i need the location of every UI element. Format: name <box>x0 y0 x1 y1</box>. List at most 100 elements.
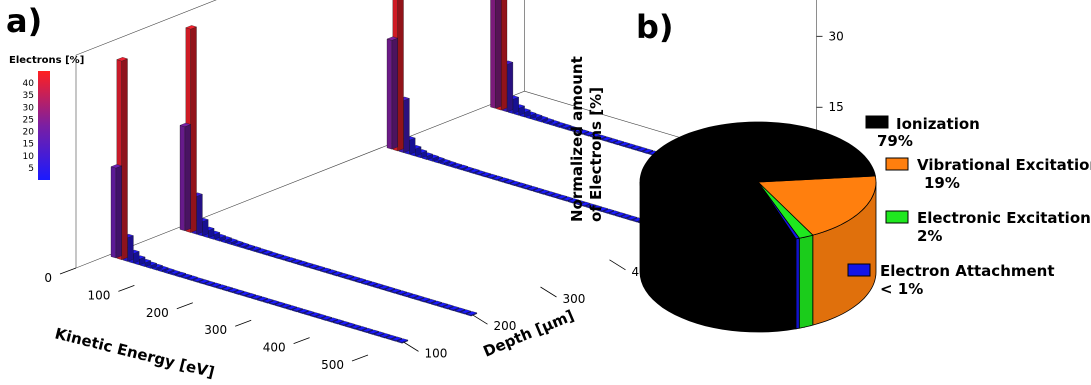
colorbar-tick-label: 25 <box>23 115 34 125</box>
bar-d500-e330 <box>573 200 586 206</box>
chart-3d-pie: Ionization 79% Vibrational Excitation 19… <box>639 115 1091 333</box>
colorbar-tick-label: 30 <box>23 103 35 113</box>
bar-front-face <box>386 38 393 150</box>
legend-label-electronic: Electronic Excitation <box>917 209 1091 227</box>
bar-d100-e320 <box>291 307 304 313</box>
bar-d650-e210 <box>606 138 619 144</box>
x-tick-label: 400 <box>263 341 286 355</box>
bar-d200-e190 <box>284 257 297 263</box>
bar-d650-e160 <box>577 129 590 135</box>
legend-pct-attachment: < 1% <box>880 280 923 298</box>
y-tick-mark <box>609 259 626 271</box>
bar-d500-e290 <box>550 193 562 199</box>
pie-side-electron-attachment <box>795 237 800 330</box>
bar-d100-e500 <box>396 338 409 344</box>
bar-d200-e250 <box>319 267 332 273</box>
legend-label-ionization: Ionization <box>896 115 980 133</box>
pie-slice-electronic-excitation <box>757 181 814 239</box>
z-axis-label-line1: Normalized amount <box>568 56 586 222</box>
y-tick-label: 100 <box>425 346 448 360</box>
bar-d100-e90 <box>157 266 169 273</box>
bar-d100-e400 <box>338 321 350 327</box>
colorbar-tick-label: 5 <box>28 164 34 174</box>
z-axis-label-line2: of Electrons [%] <box>587 87 605 222</box>
bar-d200-e390 <box>401 292 414 298</box>
bar-d100-e100 <box>163 268 175 274</box>
pie-layer <box>639 121 877 333</box>
y-tick-mark <box>402 341 419 352</box>
bar-side-face <box>512 96 519 114</box>
bar-side-face <box>184 124 191 232</box>
bar-d200-e210 <box>296 260 308 266</box>
bar-d500-e300 <box>555 194 568 200</box>
bar-side-face <box>403 98 410 153</box>
bar-side-face <box>127 235 134 262</box>
bar-d200-e440 <box>430 300 443 306</box>
bar-d200-e300 <box>348 276 361 282</box>
bar-d500-e140 <box>462 166 475 173</box>
bar-d200-e10 <box>179 122 192 232</box>
y-axis-label: Depth [µm] <box>481 306 577 360</box>
legend-swatch-vibrational <box>885 157 909 171</box>
bar-d200-e360 <box>383 286 396 292</box>
bar-d650-e10 <box>490 0 502 109</box>
z-axis-label: Normalized amount of Electrons [%] <box>568 56 605 222</box>
x-tick-label: 300 <box>204 323 227 337</box>
axes-box <box>59 0 833 362</box>
bar-d100-e390 <box>332 319 345 325</box>
colorbar: Electrons [%] 40 35 30 25 20 15 10 5 <box>9 55 84 180</box>
axes-box-edge <box>75 0 217 56</box>
bar-d200-e450 <box>436 302 449 308</box>
colorbar-tick-label: 35 <box>23 91 34 101</box>
bars-layer <box>110 0 788 344</box>
bar-d100-e190 <box>215 284 228 290</box>
bar-side-face <box>409 137 416 155</box>
bar-front-face <box>490 0 496 109</box>
bar-d650-e180 <box>589 133 601 139</box>
bar-d500-e270 <box>538 189 550 195</box>
bar-d100-e430 <box>355 326 368 332</box>
legend-swatch-electronic <box>885 210 909 224</box>
bar-d200-e490 <box>459 309 472 315</box>
bar-d100-e470 <box>379 333 391 339</box>
bar-d200-e150 <box>261 250 273 256</box>
bar-d650-e260 <box>636 147 648 153</box>
bar-d650-e230 <box>618 141 631 147</box>
bar-d200-e160 <box>267 252 279 258</box>
bar-d100-e180 <box>209 282 222 288</box>
x-tick-label: 200 <box>146 306 169 320</box>
y-tick-label: 200 <box>494 319 517 333</box>
legend-pct-electronic: 2% <box>917 227 942 245</box>
pie-slice-vibrational-excitation <box>757 175 877 236</box>
x-tick-label: 0 <box>44 271 52 285</box>
bar-d500-e170 <box>479 172 492 178</box>
bar-side-face <box>190 26 197 233</box>
bar-d500-e10 <box>386 36 399 150</box>
pie-side-electronic-excitation <box>798 234 814 329</box>
bar-side-face <box>501 0 508 111</box>
x-tick-mark <box>293 337 310 344</box>
bar-d100-e420 <box>349 324 362 330</box>
bar-top-face <box>179 122 192 127</box>
bar-top-face <box>386 36 399 41</box>
x-tick-mark <box>235 319 252 327</box>
bar-side-face <box>196 193 203 235</box>
bar-d100-e410 <box>344 322 356 328</box>
bar-side-face <box>397 0 404 152</box>
x-tick-label: 500 <box>321 358 344 372</box>
bar-d200-e320 <box>360 279 373 286</box>
legend-label-vibrational: Vibrational Excitation <box>917 156 1091 174</box>
bar-side-face <box>121 58 128 261</box>
bar-side-face <box>495 0 502 109</box>
bar-d100-e310 <box>285 305 298 311</box>
panel-a-letter: a) <box>6 2 42 40</box>
x-tick-label: 100 <box>87 288 110 302</box>
legend-pct-ionization: 79% <box>877 132 913 150</box>
legend-pct-vibrational: 19% <box>924 174 960 192</box>
y-tick-label: 300 <box>563 292 586 306</box>
y-tick-mark <box>540 286 557 298</box>
bar-d200-e170 <box>272 253 285 259</box>
bar-d650-e190 <box>595 134 607 140</box>
legend-swatch-ionization <box>865 115 889 129</box>
